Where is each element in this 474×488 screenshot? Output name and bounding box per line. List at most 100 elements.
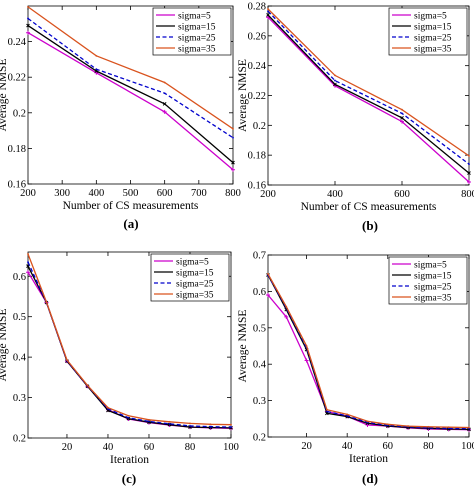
x-axis-label: Iteration [349,453,388,465]
legend-entry: sigma=15 [176,269,214,279]
y-tick-label: 0.4 [13,353,27,364]
legend-box [388,7,468,56]
panel-label: (b) [362,218,378,233]
series-line-sigma-35 [267,8,470,157]
data-point [467,171,471,175]
data-point [27,253,29,255]
chart-panel-d: 20 40 60 80 100 0.2 0.3 0.4 0.5 0.6 0.7 Iteration Av… [237,251,474,487]
data-point [162,109,167,114]
x-tick-label: 200 [20,188,36,199]
y-tick-label: 0.6 [253,287,266,298]
data-point [467,180,471,185]
data-point [168,420,171,423]
legend-entry: sigma=5 [414,261,447,271]
data-point [468,163,470,166]
x-tick-label: 500 [123,188,139,199]
data-point [346,414,349,417]
x-tick-label: 100 [461,441,474,452]
legend-box [388,256,468,305]
data-point [232,136,234,139]
legend-entry: sigma=25 [176,280,214,290]
y-axis-label: Average NMSE [237,59,249,132]
x-axis-label: Iteration [110,454,149,466]
data-point [267,273,269,275]
y-tick-label: 0.3 [253,396,266,407]
y-tick-label: 0.2 [253,433,266,444]
legend-entry: sigma=25 [414,283,452,293]
data-point [447,426,450,429]
data-point [266,293,270,298]
data-point [95,68,98,71]
data-point [267,8,269,10]
data-point [26,23,30,28]
data-point [27,5,29,8]
series-line-sigma-5 [267,16,470,183]
x-tick-label: 800 [461,189,474,200]
data-point [232,127,234,130]
data-point [231,160,235,165]
chart-panel-b: 200 400 600 800 0.16 0.18 0.2 0.22 0.24 0.26 0.28 N… [237,2,474,234]
x-tick-label: 600 [394,189,410,200]
series-line-sigma-15 [267,14,470,174]
y-axis-label: Average NMSE [237,310,249,383]
x-tick-label: 60 [144,442,155,453]
chart-panel-a: 200 300 400 500 600 700 800 0.16 0.18 0.2 0.22 0.24… [0,5,241,231]
data-point [325,408,328,411]
data-point [333,82,337,87]
data-point [401,112,403,115]
y-tick-label: 0.2 [13,108,26,119]
x-tick-label: 700 [191,188,207,199]
y-tick-label: 0.6 [13,272,26,283]
legend-entry: sigma=15 [178,23,216,33]
legend-entry: sigma=5 [178,12,211,22]
data-point [148,418,150,421]
data-point [86,384,89,387]
legend-entry: sigma=15 [414,272,452,282]
data-point [401,108,403,111]
y-tick-label: 0.2 [253,121,266,132]
data-point [346,413,349,416]
x-tick-label: 40 [342,441,353,452]
panel-label: (c) [122,471,136,486]
series-line-sigma-5 [27,32,234,171]
x-tick-label: 600 [157,188,173,199]
y-axis-label: Average NMSE [0,309,9,382]
data-point [162,102,167,106]
data-point [230,423,232,426]
data-point [45,301,48,304]
legend-entry: sigma=15 [414,23,452,33]
x-tick-label: 60 [383,441,394,452]
x-tick-label: 300 [54,188,70,199]
series-line-sigma-35 [27,6,234,130]
data-point [334,74,336,77]
y-tick-label: 0.16 [8,180,26,191]
y-tick-label: 0.4 [253,360,267,371]
y-tick-label: 0.5 [13,312,26,323]
panel-label: (d) [362,471,378,486]
data-point [26,270,30,275]
y-tick-label: 0.5 [253,323,266,334]
data-point [26,30,30,35]
y-tick-label: 0.3 [13,393,26,404]
data-point [407,425,409,427]
data-point [468,155,470,157]
x-tick-label: 400 [88,188,104,199]
data-point [468,426,470,429]
y-tick-label: 0.7 [253,251,266,262]
data-point [127,414,130,417]
data-point [189,422,191,425]
data-point [107,406,109,409]
y-tick-label: 0.26 [248,31,266,42]
data-point [66,359,68,361]
x-axis-label: Number of CS measurements [301,201,437,213]
x-tick-label: 80 [423,441,434,452]
y-tick-label: 0.18 [248,151,266,162]
legend-entry: sigma=25 [414,34,452,44]
data-point [148,420,150,423]
plot-frame [267,254,470,438]
data-point [427,425,430,428]
x-axis-label: Number of CS measurements [63,200,199,212]
x-tick-label: 20 [62,442,73,453]
data-point [163,92,166,95]
